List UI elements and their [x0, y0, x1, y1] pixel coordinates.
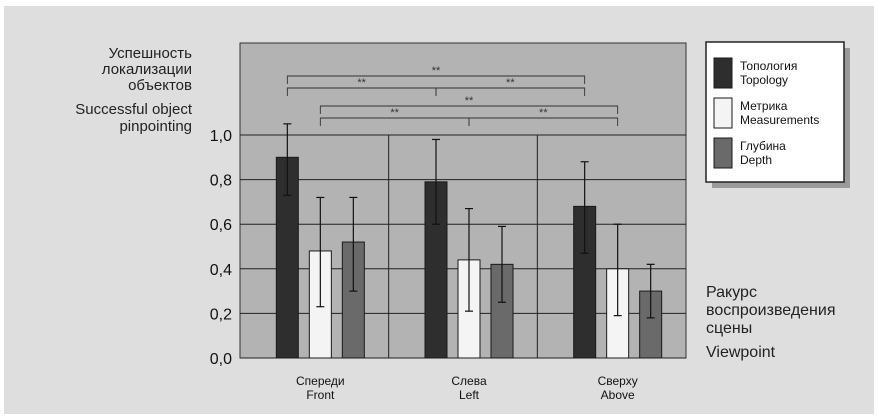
legend-swatch-0	[713, 57, 733, 89]
category-label-en: Above	[601, 388, 635, 402]
xlabel-ru-line-2: воспроизведения	[706, 302, 836, 319]
category-label-ru: Сверху	[598, 374, 638, 388]
significance-bracket	[468, 117, 619, 126]
y-tick-label: 0,2	[210, 306, 232, 323]
legend-label-en-2: Depth	[740, 153, 772, 167]
category-label-ru: Слева	[451, 374, 487, 388]
ylabel-ru-line-1: Успешность	[109, 45, 193, 62]
y-axis-title: Успешность локализации объектов Successf…	[75, 45, 193, 135]
significance-label: **	[357, 77, 366, 89]
ylabel-en-line-2: pinpointing	[119, 118, 192, 135]
category-label-en: Left	[459, 388, 480, 402]
xlabel-ru-line-3: сцены	[706, 320, 752, 337]
ylabel-ru-line-2: локализации	[102, 61, 192, 78]
significance-label: **	[506, 77, 515, 89]
significance-label: **	[539, 107, 548, 119]
xlabel-ru-line-1: Ракурс	[706, 284, 757, 301]
category-label-en: Front	[306, 388, 335, 402]
significance-bracket	[435, 87, 586, 96]
y-tick-label: 0,0	[210, 351, 232, 368]
x-axis-title: Ракурс воспроизведения сцены Viewpoint	[706, 284, 836, 361]
legend-label-ru-1: Метрика	[740, 99, 788, 113]
y-tick-label: 0,8	[210, 173, 232, 190]
y-tick-label: 0,6	[210, 217, 232, 234]
legend-label-en-0: Topology	[740, 73, 788, 87]
y-tick-label: 1,0	[210, 128, 232, 145]
significance-bracket	[286, 75, 586, 84]
legend-label-ru-0: Топология	[740, 59, 797, 73]
significance-label: **	[432, 65, 441, 77]
legend-swatch-1	[713, 97, 733, 129]
error-bars	[283, 123, 655, 319]
significance-label: **	[390, 107, 399, 119]
y-tick-label: 0,4	[210, 262, 232, 279]
significance-brackets: ** ** ** ** ** **	[286, 65, 619, 126]
legend-swatch-2	[713, 137, 733, 169]
significance-bracket	[319, 105, 619, 114]
y-tick-labels: 0,0 0,2 0,4 0,6 0,8 1,0	[210, 128, 232, 368]
ylabel-en-line-1: Successful object	[75, 101, 193, 118]
xlabel-en: Viewpoint	[706, 344, 776, 361]
group-dividers	[388, 135, 538, 358]
significance-label: **	[465, 95, 474, 107]
category-label-ru: Спереди	[296, 374, 345, 388]
legend-label-ru-2: Глубина	[740, 139, 786, 153]
ylabel-ru-line-3: объектов	[128, 77, 192, 94]
legend-label-en-1: Measurements	[740, 113, 819, 127]
